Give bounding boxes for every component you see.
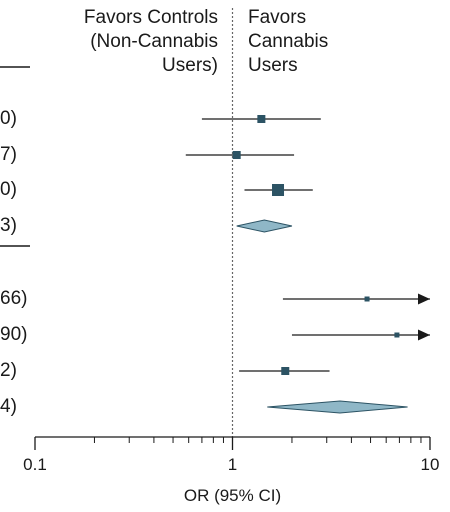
study-row-label: 2) (0, 360, 17, 381)
study-row-label: 0) (0, 108, 17, 129)
study-marker (281, 367, 290, 375)
study-marker (394, 332, 400, 338)
tick-label: 0.1 (23, 455, 47, 474)
study-row-label: 7) (0, 144, 17, 165)
study-marker (364, 296, 370, 302)
pooled-diamond (267, 400, 408, 414)
study-marker (232, 151, 241, 159)
study-marker (272, 184, 285, 196)
study-row-label: 0) (0, 179, 17, 200)
study-row-label: 90) (0, 324, 28, 345)
pooled-row-label: 3) (0, 215, 17, 236)
ci-arrow (418, 329, 430, 341)
x-axis-label: OR (95% CI) (184, 486, 281, 505)
pooled-diamond (236, 219, 293, 233)
tick-label: 1 (228, 455, 237, 474)
tick-label: 10 (421, 455, 440, 474)
study-row-label: 66) (0, 288, 28, 309)
pooled-row-label: 4) (0, 396, 17, 417)
study-marker (257, 115, 266, 123)
favors-controls-header: Favors Controls (Non-Cannabis Users) (83, 7, 218, 76)
ci-arrow (418, 293, 430, 305)
favors-cannabis-header: Favors Cannabis Users (248, 7, 329, 76)
